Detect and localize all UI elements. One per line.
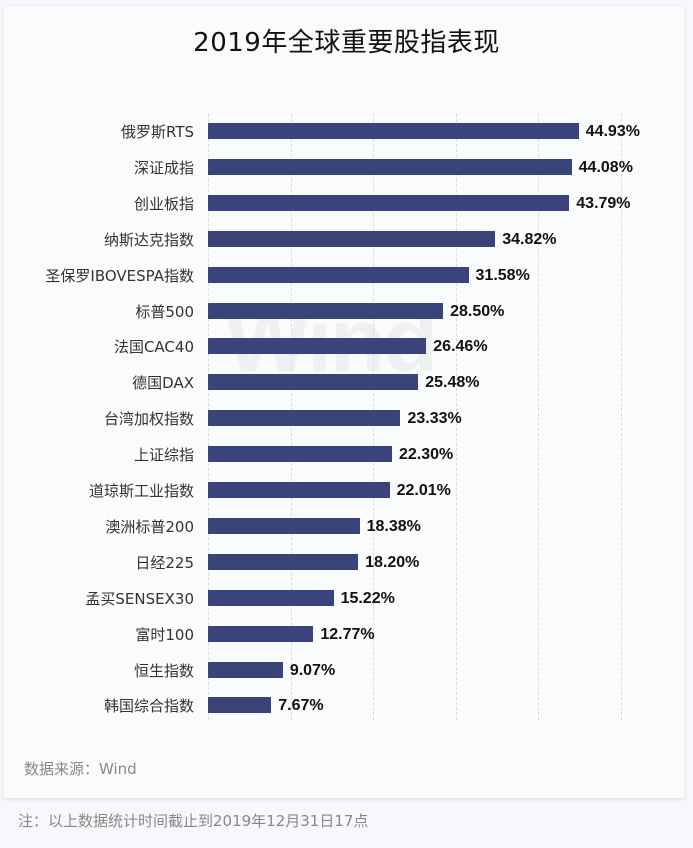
bar-row: 富时100 12.77% bbox=[0, 625, 693, 661]
bar-row: 圣保罗IBOVESPA指数 31.58% bbox=[0, 266, 693, 302]
category-label: 台湾加权指数 bbox=[103, 410, 194, 429]
value-label: 18.38% bbox=[366, 517, 421, 535]
gridline bbox=[455, 114, 457, 720]
bar bbox=[208, 446, 392, 463]
bar bbox=[208, 158, 572, 175]
value-label: 22.30% bbox=[398, 446, 454, 464]
bar bbox=[208, 338, 427, 355]
category-label: 上证综指 bbox=[133, 446, 194, 465]
bar-row: 孟买SENSEX30 15.22% bbox=[0, 589, 693, 625]
bar-row: 道琼斯工业指数 22.01% bbox=[0, 481, 693, 517]
category-label: 澳洲标普200 bbox=[105, 517, 194, 536]
value-label: 28.50% bbox=[450, 302, 505, 320]
value-label: 43.79% bbox=[576, 194, 631, 212]
bar bbox=[208, 482, 390, 498]
bar-row: 韩国综合指数 7.67% bbox=[0, 696, 693, 732]
bar-row: 恒生指数 9.07% bbox=[0, 661, 693, 697]
category-label: 孟买SENSEX30 bbox=[85, 589, 194, 608]
bar-row: 日经225 18.20% bbox=[0, 553, 693, 589]
bar bbox=[208, 230, 496, 247]
category-label: 日经225 bbox=[135, 553, 194, 572]
bar bbox=[208, 661, 283, 678]
category-label: 韩国综合指数 bbox=[103, 697, 194, 716]
bar bbox=[208, 374, 419, 391]
value-label: 26.46% bbox=[433, 338, 488, 356]
gridline bbox=[620, 114, 622, 720]
bar bbox=[208, 410, 401, 427]
value-label: 31.58% bbox=[475, 266, 530, 284]
bar bbox=[208, 553, 359, 570]
bar-row: 上证综指 22.30% bbox=[0, 445, 693, 481]
footnote: 注：以上数据统计时间截止到2019年12月31日17点 bbox=[18, 812, 369, 830]
bar bbox=[208, 194, 570, 211]
value-label: 9.07% bbox=[289, 661, 336, 679]
category-label: 创业板指 bbox=[133, 194, 194, 213]
value-label: 34.82% bbox=[502, 230, 557, 248]
bar-row: 俄罗斯RTS 44.93% bbox=[0, 122, 693, 158]
category-label: 圣保罗IBOVESPA指数 bbox=[45, 266, 194, 285]
value-label: 12.77% bbox=[320, 625, 375, 643]
bar-row: 纳斯达克指数 34.82% bbox=[0, 230, 693, 266]
gridline bbox=[538, 114, 539, 720]
category-label: 法国CAC40 bbox=[113, 338, 194, 357]
bar-row: 深证成指 44.08% bbox=[0, 158, 693, 194]
category-label: 标普500 bbox=[135, 302, 194, 321]
bar-row: 创业板指 43.79% bbox=[0, 194, 693, 230]
value-label: 18.20% bbox=[365, 553, 420, 571]
value-label: 7.67% bbox=[278, 697, 324, 715]
bar-row: 台湾加权指数 23.33% bbox=[0, 409, 693, 445]
chart-title: 2019年全球重要股指表现 bbox=[193, 28, 500, 58]
bar bbox=[208, 517, 360, 534]
category-label: 深证成指 bbox=[133, 158, 194, 177]
category-label: 德国DAX bbox=[132, 374, 194, 393]
category-label: 俄罗斯RTS bbox=[120, 123, 194, 141]
value-label: 22.01% bbox=[396, 482, 451, 499]
value-label: 44.93% bbox=[585, 123, 640, 140]
bar bbox=[208, 302, 444, 319]
bar bbox=[208, 266, 469, 283]
bar-row: 德国DAX 25.48% bbox=[0, 373, 693, 409]
bar bbox=[208, 123, 579, 139]
bar bbox=[208, 697, 272, 714]
value-label: 15.22% bbox=[340, 589, 395, 607]
category-label: 富时100 bbox=[135, 625, 194, 644]
value-label: 44.08% bbox=[578, 158, 633, 176]
bar bbox=[208, 625, 314, 642]
bar-row: 标普500 28.50% bbox=[0, 302, 693, 338]
category-label: 纳斯达克指数 bbox=[103, 230, 194, 249]
bar bbox=[208, 589, 334, 606]
category-label: 恒生指数 bbox=[133, 661, 194, 680]
bar-row: 法国CAC40 26.46% bbox=[0, 337, 693, 373]
bar-row: 澳洲标普200 18.38% bbox=[0, 517, 693, 553]
data-source: 数据来源：Wind bbox=[24, 760, 137, 778]
value-label: 23.33% bbox=[407, 410, 462, 428]
category-label: 道琼斯工业指数 bbox=[88, 482, 194, 500]
value-label: 25.48% bbox=[425, 374, 480, 392]
